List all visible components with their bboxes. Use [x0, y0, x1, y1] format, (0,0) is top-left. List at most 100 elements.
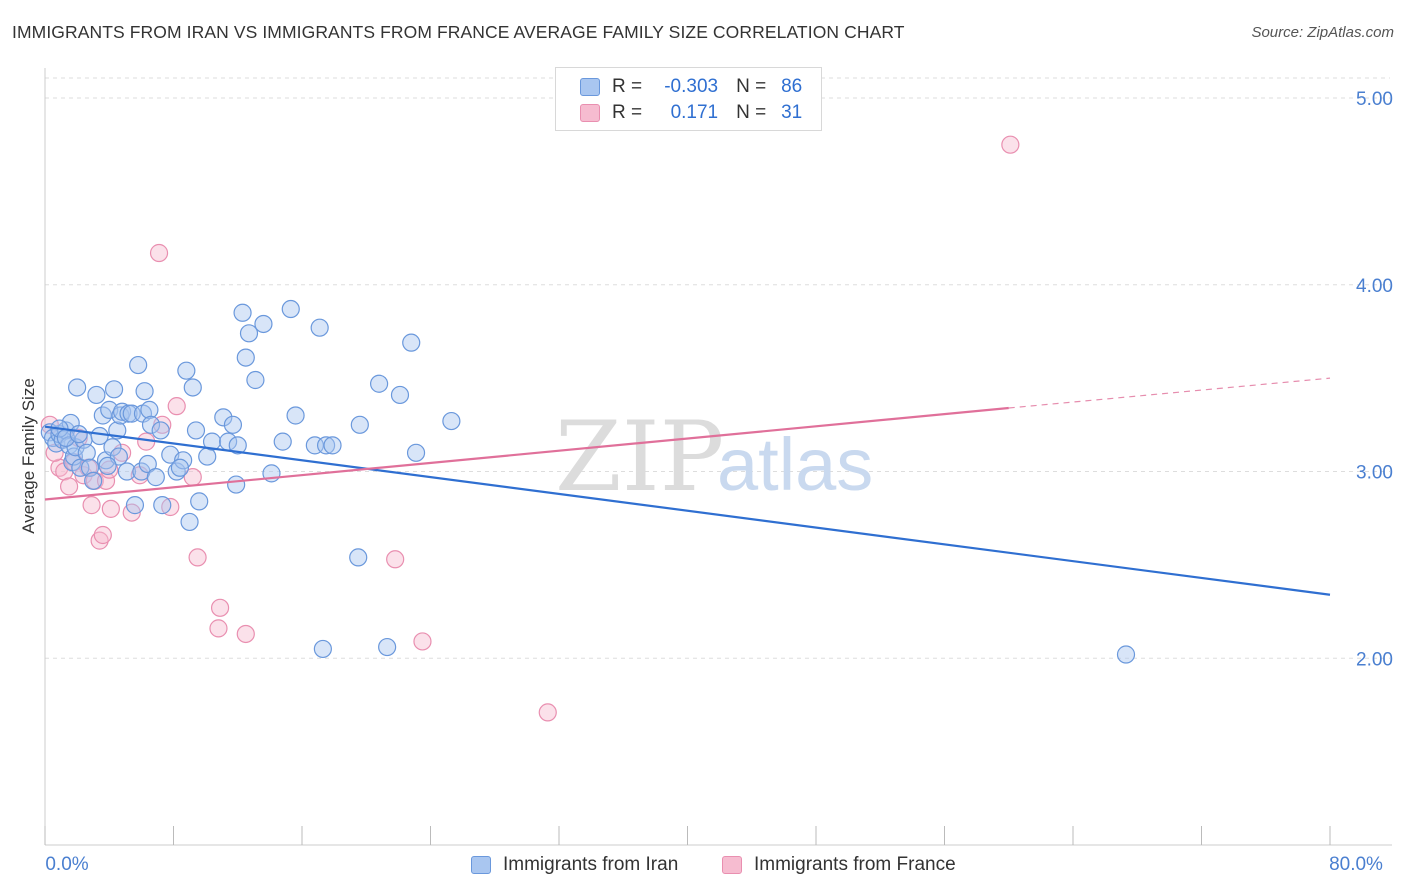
iran-data-point: [370, 374, 389, 393]
watermark-zip: ZIP: [555, 401, 724, 513]
chart-title: IMMIGRANTS FROM IRAN VS IMMIGRANTS FROM …: [12, 22, 905, 42]
iran-data-point: [98, 456, 117, 476]
watermark-atlas: atlas: [717, 423, 873, 506]
legend-row-iran: R = -0.303 N = 86: [580, 75, 802, 99]
iran-data-point: [223, 415, 243, 434]
iran-data-point: [236, 348, 255, 367]
iran-data-point: [313, 639, 332, 659]
iran-data-point: [153, 496, 172, 515]
iran-data-point: [129, 355, 148, 375]
bottom-legend-label-iran: Immigrants from Iran: [503, 854, 679, 875]
iran-trend-line: [44, 425, 1331, 596]
france-data-point: [386, 550, 405, 569]
iran-data-point: [125, 496, 145, 515]
iran-data-point: [406, 443, 426, 462]
france-data-point: [236, 624, 255, 644]
axes: 2.00 3.00 4.00 5.00: [44, 68, 1393, 846]
bottom-legend-label-france: Immigrants from France: [754, 854, 956, 875]
france-data-point: [167, 397, 186, 416]
trend-lines: [44, 377, 1331, 596]
france-data-point: [210, 598, 230, 617]
y-tick-label: 4.00: [1356, 276, 1393, 297]
france-data-point: [538, 703, 557, 722]
iran-data-point: [227, 475, 246, 494]
iran-data-point: [177, 361, 196, 380]
iran-data-point: [69, 425, 88, 444]
bottom-legend-swatch-france: [722, 856, 742, 874]
y-axis-label: Average Family Size: [19, 378, 38, 534]
iran-data-point: [228, 436, 247, 455]
iran-data-point: [233, 303, 252, 322]
legend-r-label: R =: [612, 102, 643, 123]
iran-data-point: [141, 415, 161, 434]
france-data-point: [93, 525, 112, 545]
iran-data-point: [87, 385, 106, 405]
iran-data-point: [138, 454, 157, 474]
iran-data-point: [310, 318, 329, 337]
iran-data-point: [214, 408, 233, 427]
legend-r-value-iran: -0.303: [664, 76, 719, 97]
iran-data-point: [378, 637, 397, 657]
bottom-legend-france: Immigrants from France: [722, 852, 956, 878]
iran-data-point: [286, 406, 305, 425]
grid-lines: [45, 77, 1390, 659]
iran-data-point: [140, 400, 159, 419]
iran-data-point: [135, 382, 154, 401]
iran-data-point: [117, 462, 137, 481]
y-tick-label: 3.00: [1356, 463, 1393, 484]
france-data-point: [96, 471, 116, 490]
iran-data-point: [180, 512, 199, 532]
iran-data-point: [281, 299, 300, 319]
france-trend-line: [44, 406, 1009, 501]
iran-data-point: [316, 436, 336, 455]
legend-row-france: R = 0.171 N = 31: [580, 101, 802, 125]
legend-swatch-iran: [580, 78, 600, 96]
bottom-legend-iran: Immigrants from Iran: [471, 852, 678, 878]
y-tick-label: 2.00: [1356, 649, 1393, 670]
iran-data-point: [323, 436, 342, 455]
y-tick-label: 5.00: [1356, 89, 1393, 110]
iran-data-point: [170, 458, 190, 477]
correlation-legend: R = -0.303 N = 86 R = 0.171 N = 31: [555, 67, 822, 131]
bottom-legend-swatch-iran: [471, 856, 491, 874]
iran-data-point: [239, 324, 259, 343]
x-tick-label-max: 80.0%: [1329, 854, 1383, 875]
iran-data-point: [273, 432, 292, 451]
iran-data-point: [186, 421, 206, 440]
france-data-point: [59, 477, 79, 496]
iran-data-point: [254, 314, 273, 334]
legend-n-label: N =: [736, 76, 767, 97]
france-data-point: [90, 531, 109, 550]
iran-data-point: [390, 385, 410, 405]
iran-data-point: [1116, 645, 1136, 664]
france-data-point: [101, 499, 120, 518]
iran-data-point: [84, 471, 103, 490]
x-tick-label-min: 0.0%: [45, 854, 88, 875]
legend-n-value-france: 31: [781, 102, 803, 123]
france-data-point: [82, 496, 101, 515]
iran-data-point: [183, 378, 202, 397]
legend-r-value-france: 0.171: [670, 102, 719, 123]
iran-data-point: [442, 411, 461, 431]
legend-r-label: R =: [612, 76, 643, 97]
iran-data-point: [151, 421, 170, 440]
france-trend-line-extrapolated: [1008, 377, 1331, 409]
france-data-point: [413, 632, 432, 651]
france-data-point: [1001, 135, 1020, 154]
iran-data-point: [402, 333, 421, 352]
legend-swatch-france: [580, 104, 600, 122]
iran-data-point: [246, 370, 265, 390]
watermark: ZIP atlas: [555, 401, 873, 513]
iran-data-point: [77, 443, 96, 462]
iran-data-point: [349, 548, 368, 567]
france-data-point: [45, 443, 64, 462]
france-data-point: [209, 619, 228, 638]
iran-data-point: [104, 380, 124, 399]
iran-data-point: [202, 432, 222, 451]
france-data-point: [149, 243, 169, 263]
source-label: Source: ZipAtlas.com: [1251, 24, 1394, 41]
series-iran-points: [40, 299, 1136, 664]
iran-data-point: [146, 468, 165, 487]
legend-n-value-iran: 86: [781, 76, 803, 97]
